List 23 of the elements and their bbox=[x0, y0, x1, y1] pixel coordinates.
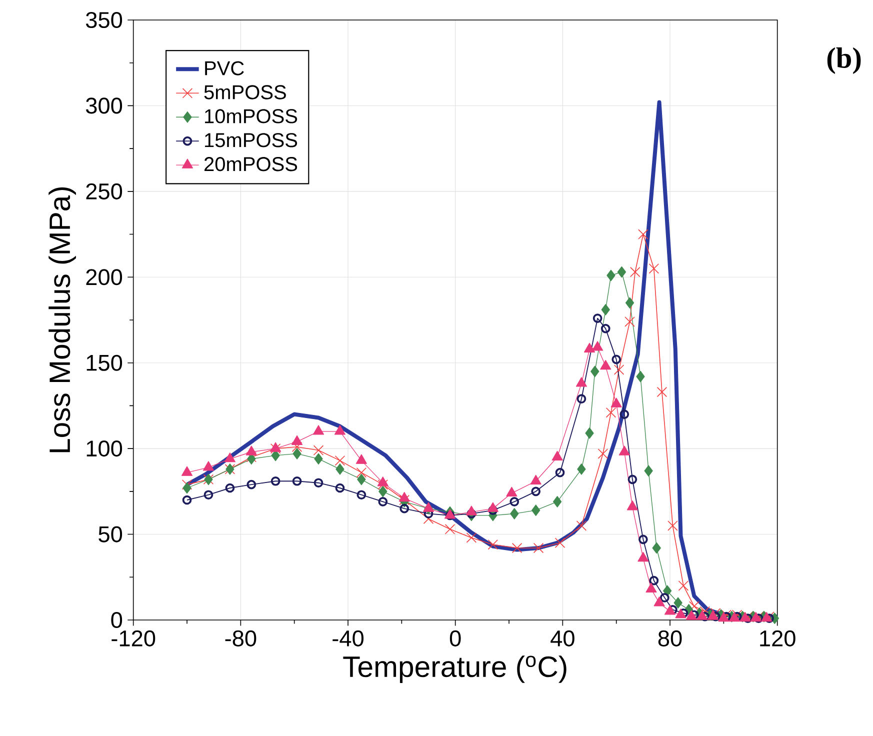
y-tick-label: 200 bbox=[86, 269, 122, 286]
x-tick-label: -120 bbox=[112, 630, 156, 646]
x-tick-label: 120 bbox=[760, 630, 796, 646]
x-tick-label: 80 bbox=[658, 630, 682, 646]
x-tick-label: -80 bbox=[225, 630, 256, 646]
legend-label: 10mPOSS bbox=[205, 109, 298, 124]
y-tick-label: 100 bbox=[86, 440, 122, 457]
x-tick-label: 0 bbox=[450, 630, 461, 646]
y-tick-label: 150 bbox=[86, 354, 122, 371]
legend-label: 5mPOSS bbox=[204, 85, 286, 100]
y-tick-label: 300 bbox=[86, 98, 122, 114]
legend-label: PVC bbox=[205, 61, 244, 76]
y-axis-title: Loss Modulus (MPa) bbox=[48, 187, 76, 452]
y-tick-label: 250 bbox=[86, 183, 122, 200]
text: (b) bbox=[827, 47, 861, 74]
legend-label: 20mPOSS bbox=[204, 157, 298, 172]
x-axis-title: Temperature ($^{o}$C) bbox=[343, 656, 566, 683]
y-tick-label: 350 bbox=[86, 12, 122, 28]
x-tick-label: -40 bbox=[332, 630, 364, 646]
x-tick-label: 40 bbox=[550, 630, 574, 646]
legend-label: 15mPOSS bbox=[205, 133, 298, 148]
y-tick-label: 50 bbox=[98, 526, 122, 542]
y-tick-label: 0 bbox=[111, 612, 122, 628]
